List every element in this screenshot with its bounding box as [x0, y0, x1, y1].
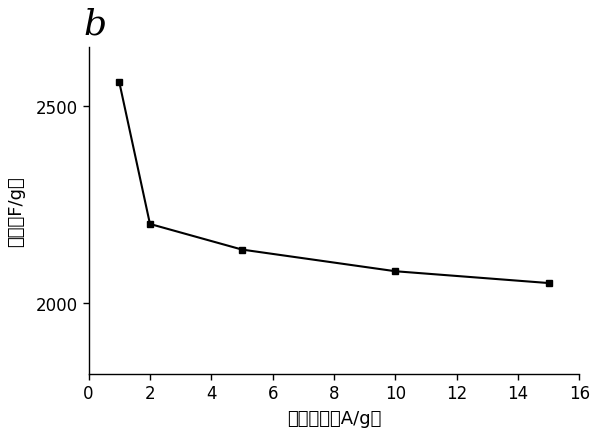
X-axis label: 电流密度（A/g）: 电流密度（A/g）	[287, 409, 381, 427]
Text: b: b	[84, 7, 107, 41]
Y-axis label: 比容（F/g）: 比容（F/g）	[7, 175, 25, 246]
